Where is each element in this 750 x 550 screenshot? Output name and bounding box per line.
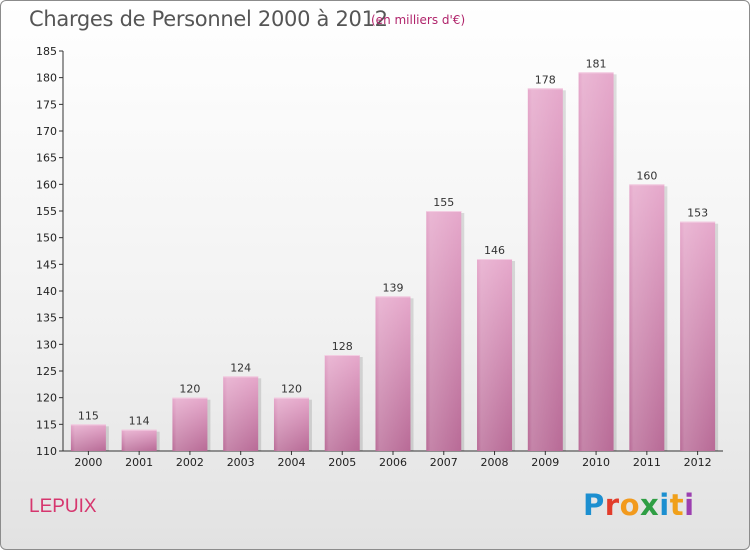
y-tick-label: 120 bbox=[36, 392, 57, 405]
y-tick-label: 115 bbox=[36, 418, 57, 431]
y-tick-label: 170 bbox=[36, 125, 57, 138]
y-tick-label: 150 bbox=[36, 232, 57, 245]
bar-value-label: 120 bbox=[179, 383, 200, 396]
y-tick-label: 155 bbox=[36, 205, 57, 218]
x-tick-label: 2004 bbox=[277, 456, 305, 469]
x-tick-label: 2011 bbox=[633, 456, 661, 469]
bar-shine bbox=[324, 355, 360, 451]
y-tick-label: 145 bbox=[36, 258, 57, 271]
bar-shine bbox=[70, 424, 106, 451]
logo-letter: P bbox=[583, 488, 605, 522]
bar-shine bbox=[172, 397, 208, 451]
chart-subtitle: (en milliers d'€) bbox=[371, 13, 466, 27]
bar-value-label: 115 bbox=[78, 409, 99, 422]
axis-layer: 110 115 120 125 130 135 140 145 150 155 160 165 170 1… bbox=[36, 45, 723, 458]
bar-shine bbox=[527, 88, 563, 451]
location-label: LEPUIX bbox=[29, 496, 97, 517]
bar-value-label: 160 bbox=[636, 169, 657, 182]
x-tick-label: 2002 bbox=[176, 456, 204, 469]
bar-value-label: 146 bbox=[484, 244, 505, 257]
y-tick-label: 165 bbox=[36, 152, 57, 165]
y-tick-label: 160 bbox=[36, 178, 57, 191]
bar-layer bbox=[70, 72, 719, 452]
x-tick-label: 2007 bbox=[430, 456, 458, 469]
y-tick-label: 185 bbox=[36, 45, 57, 58]
x-tick-label: 2009 bbox=[531, 456, 559, 469]
chart-title: Charges de Personnel 2000 à 2012 bbox=[29, 7, 388, 31]
x-tick-label: 2003 bbox=[227, 456, 255, 469]
x-tick-label: 2012 bbox=[684, 456, 712, 469]
bar-shine bbox=[629, 184, 665, 452]
y-tick-label: 110 bbox=[36, 445, 57, 458]
bar-value-label: 153 bbox=[687, 207, 708, 220]
logo-letter: o bbox=[619, 488, 641, 522]
x-tick-label: 2001 bbox=[125, 456, 153, 469]
bar-value-label: 155 bbox=[433, 196, 454, 209]
bar-value-label: 124 bbox=[230, 361, 251, 374]
bar-shine bbox=[680, 221, 716, 451]
bar-value-label: 128 bbox=[332, 340, 353, 353]
bar-shine bbox=[426, 211, 462, 451]
x-tick-label: 2010 bbox=[582, 456, 610, 469]
proxiti-logo: Proxiti bbox=[583, 488, 695, 522]
bar-value-label: 120 bbox=[281, 383, 302, 396]
logo-letter: t bbox=[669, 488, 685, 522]
x-tick-label: 2000 bbox=[74, 456, 102, 469]
y-tick-label: 140 bbox=[36, 285, 57, 298]
bar-value-label: 139 bbox=[383, 281, 404, 294]
bar-value-label: 114 bbox=[129, 415, 150, 428]
bar-shine bbox=[578, 72, 614, 451]
x-tick-label: 2006 bbox=[379, 456, 407, 469]
logo-letter: r bbox=[604, 488, 620, 522]
bar-shine bbox=[121, 429, 157, 451]
x-tick-label: 2005 bbox=[328, 456, 356, 469]
y-tick-label: 180 bbox=[36, 72, 57, 85]
bar-value-label: 178 bbox=[535, 73, 556, 86]
logo-letter: i bbox=[684, 488, 695, 522]
label-layer: 115 2000 114 2001 120 2002 124 2003 120 2004 128 20… bbox=[74, 57, 711, 469]
x-tick-label: 2008 bbox=[481, 456, 509, 469]
y-tick-label: 125 bbox=[36, 365, 57, 378]
y-tick-label: 135 bbox=[36, 312, 57, 325]
logo-letter: x bbox=[640, 488, 660, 522]
y-tick-label: 130 bbox=[36, 338, 57, 351]
logo-letter: i bbox=[659, 488, 670, 522]
bar-value-label: 181 bbox=[586, 57, 607, 70]
bar-shine bbox=[375, 296, 411, 451]
y-tick-label: 175 bbox=[36, 98, 57, 111]
bar-shine bbox=[477, 259, 513, 451]
bar-shine bbox=[223, 376, 259, 451]
bar-shine bbox=[273, 397, 309, 451]
